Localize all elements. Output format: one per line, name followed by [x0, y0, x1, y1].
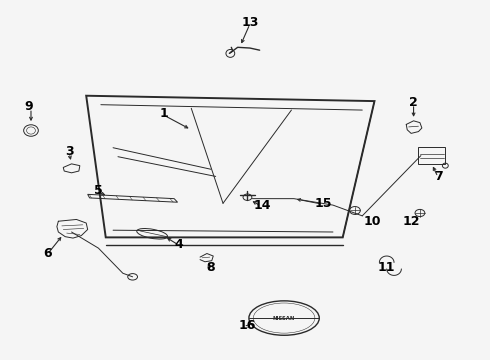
Text: 9: 9: [24, 100, 33, 113]
Text: 5: 5: [94, 184, 103, 197]
Text: 10: 10: [363, 215, 381, 228]
Text: 15: 15: [315, 197, 332, 210]
Text: 11: 11: [378, 261, 395, 274]
Text: 14: 14: [253, 199, 271, 212]
Text: 6: 6: [43, 247, 51, 260]
Text: 2: 2: [409, 96, 418, 109]
Text: 16: 16: [239, 319, 256, 332]
Text: 13: 13: [241, 16, 259, 29]
Text: 7: 7: [434, 170, 442, 183]
Text: 4: 4: [174, 238, 183, 251]
Text: 12: 12: [402, 215, 420, 228]
Text: NISSAN: NISSAN: [273, 316, 295, 320]
Text: 8: 8: [206, 261, 215, 274]
Text: 1: 1: [160, 107, 169, 120]
Text: 3: 3: [65, 145, 74, 158]
